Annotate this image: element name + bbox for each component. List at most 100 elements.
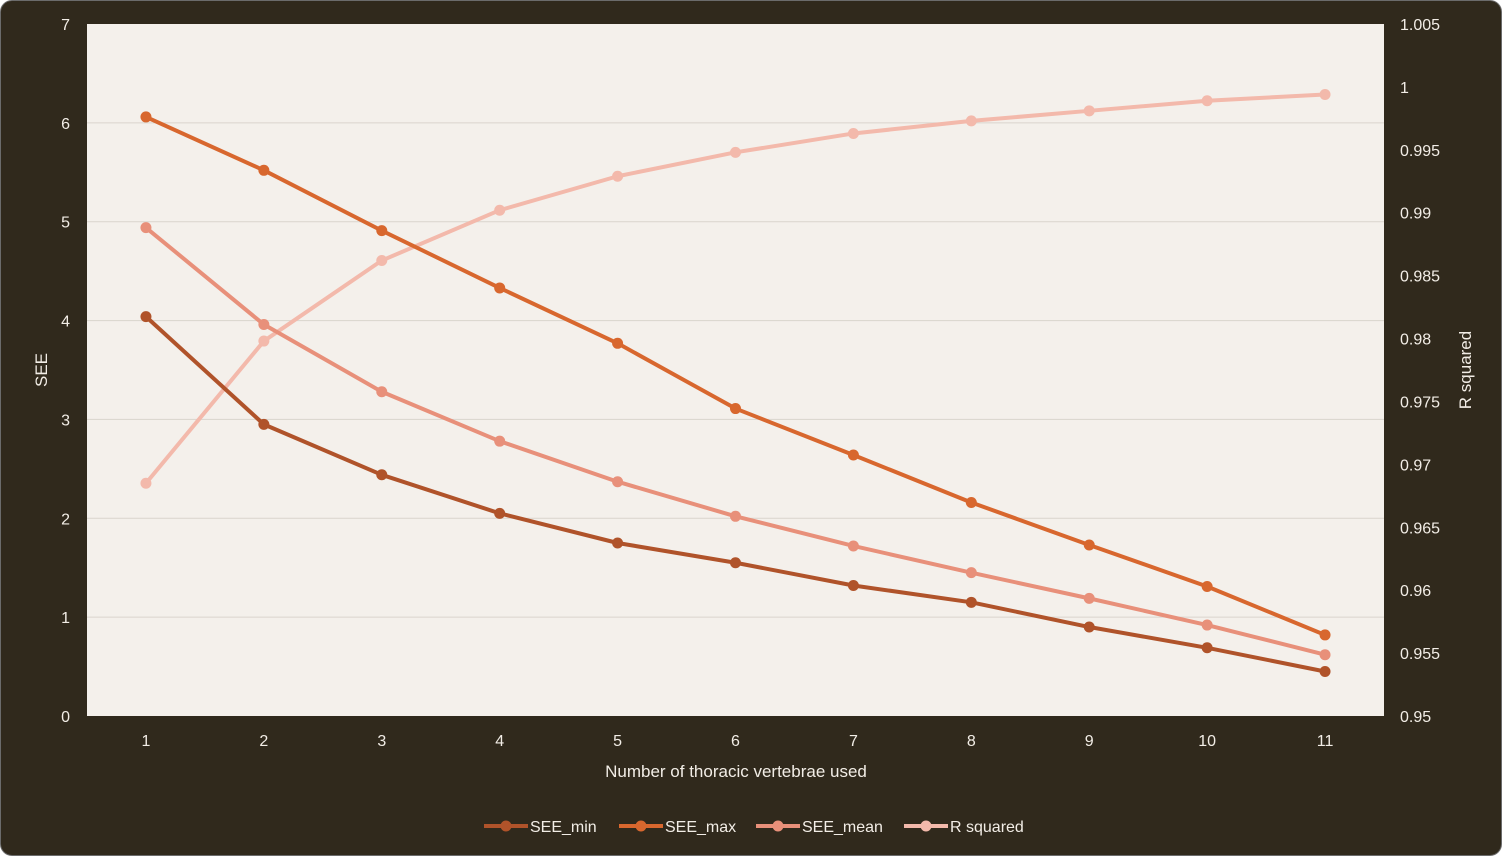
series-r-squared xyxy=(140,88,1331,489)
y-tick-label: 6 xyxy=(61,116,70,133)
data-point xyxy=(376,386,388,398)
x-tick-label: 7 xyxy=(849,733,858,750)
legend-label: SEE_min xyxy=(530,819,597,836)
legend-swatch-marker xyxy=(635,820,647,832)
x-tick-label: 2 xyxy=(259,733,268,750)
data-point xyxy=(1201,619,1213,631)
y2-tick-label: 0.99 xyxy=(1400,206,1431,223)
data-point xyxy=(1319,88,1331,100)
data-point xyxy=(730,557,741,569)
x-tick-label: 8 xyxy=(967,733,976,750)
data-point xyxy=(612,170,624,182)
y-tick-label: 1 xyxy=(61,610,70,627)
y-tick-label: 5 xyxy=(61,215,70,232)
y-axis-left-ticks: 0 1 2 3 4 5 6 7 xyxy=(61,17,70,726)
data-point xyxy=(847,449,859,461)
x-tick-label: 11 xyxy=(1317,733,1334,750)
data-point xyxy=(612,537,624,549)
data-point xyxy=(258,335,270,347)
y-tick-label: 4 xyxy=(61,314,70,331)
data-point xyxy=(612,337,624,349)
data-point xyxy=(140,222,152,234)
data-point xyxy=(965,115,977,127)
legend-swatch-marker xyxy=(772,820,784,832)
data-point xyxy=(1201,580,1213,592)
legend-label: SEE_mean xyxy=(802,819,883,836)
data-point xyxy=(494,282,506,294)
data-point xyxy=(494,435,506,447)
x-tick-label: 5 xyxy=(613,733,622,750)
data-point xyxy=(730,510,741,522)
legend-item: R squared xyxy=(904,819,1024,836)
data-point xyxy=(494,204,506,216)
y-axis-title: SEE xyxy=(32,353,51,387)
y-tick-label: 0 xyxy=(61,709,70,726)
y2-tick-label: 0.97 xyxy=(1400,457,1431,474)
y2-tick-label: 0.995 xyxy=(1400,143,1440,160)
x-tick-label: 3 xyxy=(377,733,386,750)
data-point xyxy=(140,311,152,323)
legend-label: SEE_max xyxy=(665,819,736,836)
legend-item: SEE_min xyxy=(484,819,597,836)
y2-axis-title: R squared xyxy=(1456,331,1475,409)
data-point xyxy=(140,111,152,123)
data-point xyxy=(258,164,270,176)
legend-swatch-marker xyxy=(920,820,932,832)
legend-label: R squared xyxy=(950,819,1024,836)
data-point xyxy=(376,469,388,481)
data-point xyxy=(730,146,741,158)
x-tick-label: 10 xyxy=(1198,733,1216,750)
data-point xyxy=(1201,95,1213,107)
y2-tick-label: 0.95 xyxy=(1400,709,1431,726)
y-tick-label: 7 xyxy=(61,17,70,34)
series-see_mean xyxy=(140,222,1331,661)
data-point xyxy=(1083,105,1095,117)
data-point xyxy=(965,496,977,508)
y2-tick-label: 0.975 xyxy=(1400,394,1440,411)
data-point xyxy=(847,580,859,592)
data-point xyxy=(494,507,506,519)
x-tick-label: 4 xyxy=(495,733,504,750)
data-point xyxy=(1319,629,1331,641)
data-point xyxy=(140,477,152,489)
legend-item: SEE_mean xyxy=(756,819,883,836)
plot-area xyxy=(87,24,1384,716)
data-point xyxy=(847,127,859,139)
data-point xyxy=(847,540,859,552)
y2-tick-label: 0.96 xyxy=(1400,583,1431,600)
legend: SEE_min SEE_max SEE_mean R squared xyxy=(484,819,1024,836)
data-point xyxy=(965,596,977,608)
data-point xyxy=(1083,539,1095,551)
legend-swatch-marker xyxy=(500,820,512,832)
series-see_min xyxy=(140,311,1331,678)
y-tick-label: 3 xyxy=(61,412,70,429)
y2-tick-label: 0.98 xyxy=(1400,332,1431,349)
x-tick-label: 6 xyxy=(731,733,740,750)
data-point xyxy=(1083,621,1095,633)
data-point xyxy=(612,476,624,488)
y-tick-label: 2 xyxy=(61,511,70,528)
x-axis-title: Number of thoracic vertebrae used xyxy=(605,762,867,781)
data-point xyxy=(376,225,388,237)
x-tick-label: 9 xyxy=(1085,733,1094,750)
data-point xyxy=(1201,642,1213,654)
legend-item: SEE_max xyxy=(619,819,736,836)
data-point xyxy=(258,319,270,331)
y-axis-right-ticks: 0.95 0.955 0.96 0.965 0.97 0.975 0.98 0.985 0.99… xyxy=(1400,17,1440,726)
x-tick-label: 1 xyxy=(142,733,151,750)
y2-tick-label: 1.005 xyxy=(1400,17,1440,34)
series-layer xyxy=(140,88,1331,678)
data-point xyxy=(1083,592,1095,604)
y2-tick-label: 0.985 xyxy=(1400,269,1440,286)
y2-tick-label: 0.965 xyxy=(1400,520,1440,537)
data-point xyxy=(965,567,977,579)
y2-tick-label: 1 xyxy=(1400,80,1409,97)
series-see_max xyxy=(140,111,1331,641)
data-point xyxy=(730,403,741,415)
data-point xyxy=(1319,666,1331,678)
data-point xyxy=(258,418,270,430)
x-axis-ticks: 1 2 3 4 5 6 7 8 9 10 11 xyxy=(142,733,1334,750)
data-point xyxy=(376,255,388,267)
